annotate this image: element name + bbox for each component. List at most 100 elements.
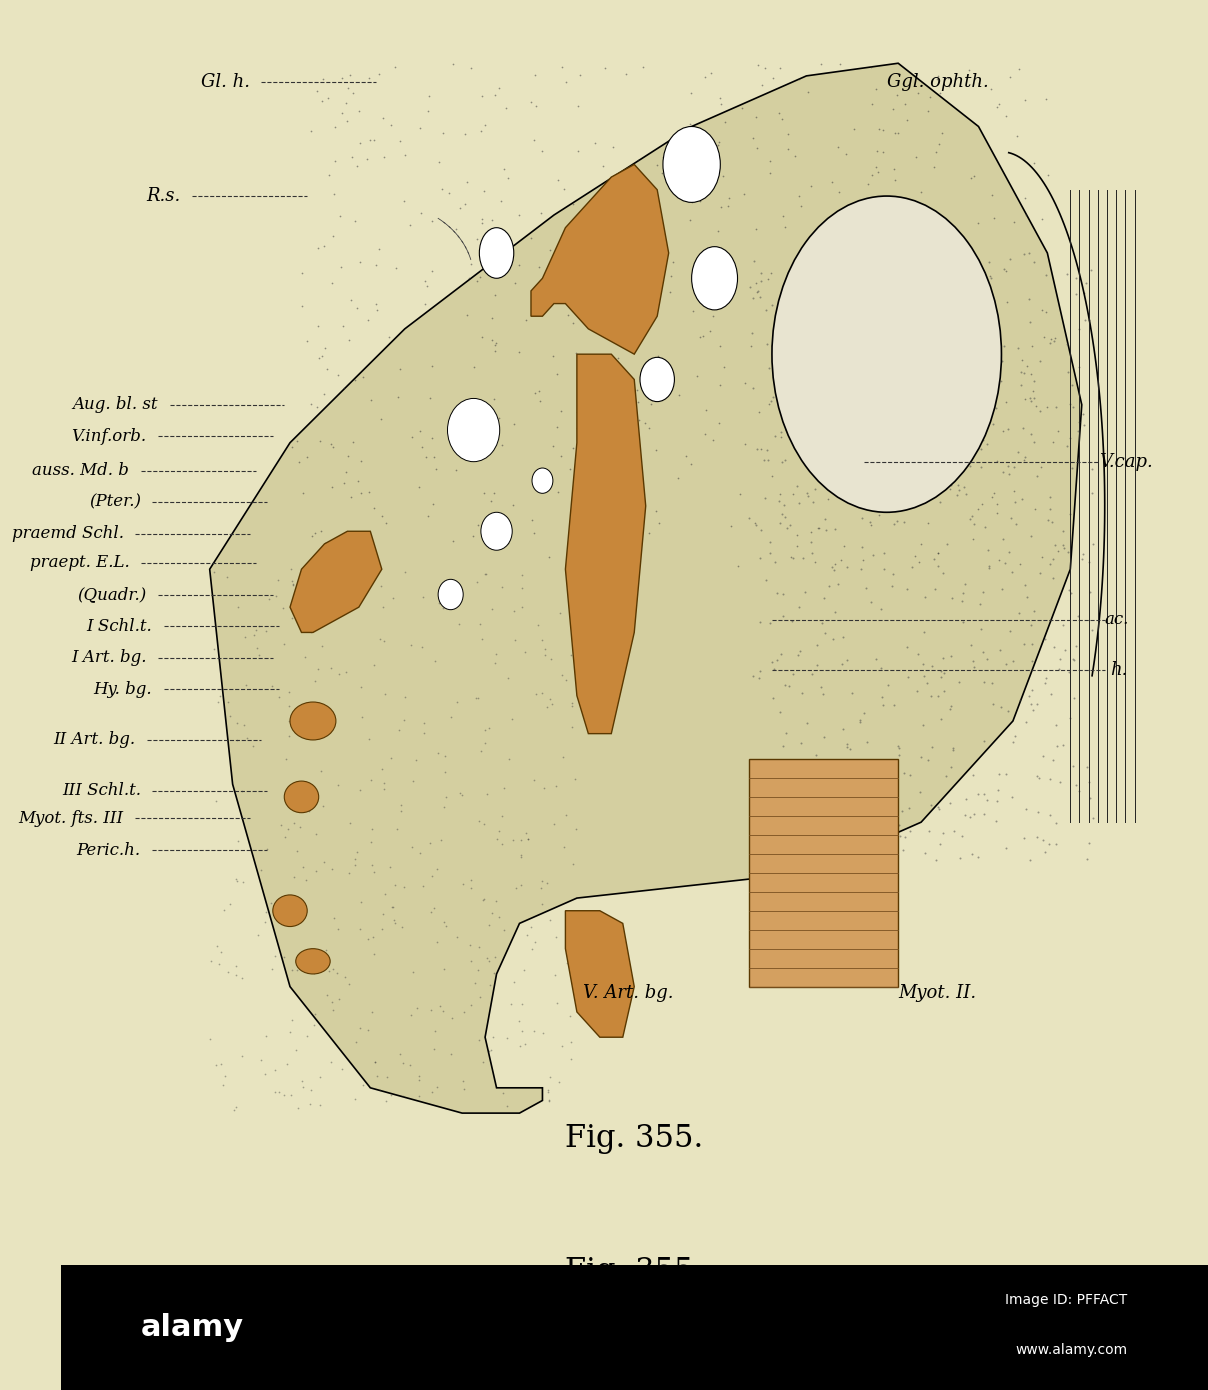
Point [762, 335, 782, 357]
Point [809, 389, 829, 411]
Point [562, 692, 581, 714]
Point [849, 845, 869, 867]
Point [914, 377, 934, 399]
Point [471, 613, 490, 635]
Point [969, 289, 988, 311]
Point [564, 852, 583, 874]
Point [1009, 338, 1028, 360]
Point [1079, 550, 1098, 573]
Point [307, 823, 326, 845]
Point [567, 214, 586, 236]
Point [1040, 805, 1059, 827]
Point [345, 853, 365, 876]
Point [1020, 288, 1039, 310]
Point [994, 528, 1014, 550]
Point [999, 701, 1018, 723]
Point [467, 959, 487, 981]
Point [661, 281, 680, 303]
Point [795, 288, 814, 310]
Point [906, 349, 925, 371]
Point [1016, 203, 1035, 225]
Point [884, 694, 904, 716]
Point [825, 600, 844, 623]
Point [815, 393, 835, 416]
Point [734, 183, 754, 206]
Point [478, 915, 498, 937]
Point [516, 1033, 535, 1055]
Point [279, 681, 298, 703]
Point [1080, 581, 1099, 603]
Point [815, 507, 835, 530]
Point [498, 1094, 517, 1116]
Point [374, 778, 394, 801]
Point [1030, 562, 1050, 584]
Point [650, 512, 669, 534]
Point [345, 1088, 365, 1111]
Point [390, 1042, 410, 1065]
Point [459, 267, 478, 289]
Point [575, 528, 594, 550]
Point [654, 146, 673, 168]
Text: praemd Schl.: praemd Schl. [12, 525, 123, 542]
Point [406, 749, 425, 771]
Point [954, 612, 974, 634]
Point [980, 265, 999, 288]
Point [866, 321, 885, 343]
Point [1027, 765, 1046, 787]
Point [871, 317, 890, 339]
Point [826, 553, 846, 575]
Point [871, 657, 890, 680]
Point [954, 573, 974, 595]
Point [533, 682, 552, 705]
Point [1057, 332, 1076, 354]
Point [712, 196, 731, 218]
Point [715, 356, 734, 378]
Point [550, 1072, 569, 1094]
Text: ac.: ac. [1105, 612, 1129, 628]
Point [1036, 264, 1056, 286]
Point [233, 967, 252, 990]
Point [866, 78, 885, 100]
Point [918, 671, 937, 694]
Point [475, 733, 494, 755]
Point [977, 790, 997, 812]
Point [314, 382, 333, 404]
Point [714, 240, 733, 263]
Point [858, 731, 877, 753]
Point [292, 261, 312, 284]
Point [373, 107, 393, 129]
Point [888, 83, 907, 106]
Point [960, 507, 980, 530]
Point [1053, 734, 1073, 756]
Point [755, 449, 774, 471]
Point [741, 815, 760, 837]
Point [902, 418, 922, 441]
Point [1035, 671, 1055, 694]
Point [855, 375, 875, 398]
Point [506, 630, 525, 652]
Point [795, 375, 814, 398]
Point [532, 877, 551, 899]
Point [896, 577, 916, 599]
Point [1082, 457, 1102, 480]
Point [348, 841, 367, 863]
Point [983, 694, 1003, 716]
Point [1001, 507, 1021, 530]
Point [920, 314, 940, 336]
Ellipse shape [284, 781, 319, 813]
Point [418, 100, 437, 122]
Point [1056, 639, 1075, 662]
Point [866, 156, 885, 178]
Point [565, 767, 585, 790]
Point [902, 297, 922, 320]
Point [303, 525, 323, 548]
Point [815, 272, 835, 295]
Point [841, 738, 860, 760]
Point [978, 539, 998, 562]
Point [869, 388, 888, 410]
Point [728, 555, 748, 577]
Point [991, 696, 1010, 719]
Point [1015, 445, 1034, 467]
Point [792, 325, 812, 348]
Point [290, 794, 309, 816]
